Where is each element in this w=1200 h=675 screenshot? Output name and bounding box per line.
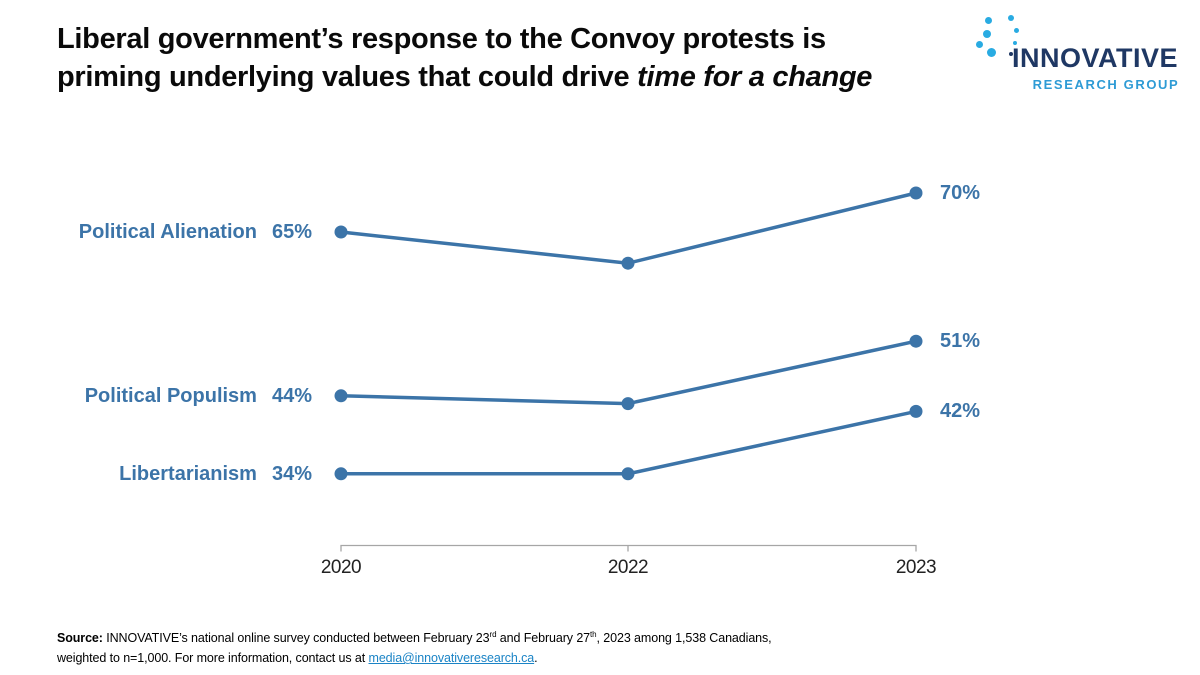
series-label-libertarianism: Libertarianism 34%: [119, 459, 312, 489]
source-superscript: th: [590, 629, 597, 639]
logo-subtitle: RESEARCH GROUP: [1032, 77, 1180, 92]
series-name: Libertarianism: [119, 463, 257, 485]
contact-email-link[interactable]: media@innovativeresearch.ca: [368, 651, 535, 665]
source-text: and February 27: [496, 631, 591, 645]
series-label-political-populism: Political Populism 44%: [85, 381, 312, 411]
data-point: [621, 256, 635, 270]
logo-dot: [983, 30, 991, 38]
x-tick-2020: 2020: [320, 557, 362, 578]
title-line-2-italic: time for a change: [637, 61, 873, 93]
series-line-1: [340, 339, 917, 406]
series-name: Political Alienation: [78, 221, 257, 243]
title-line-2-regular: priming underlying values that could dri…: [57, 61, 638, 93]
data-point: [909, 186, 923, 200]
data-point: [909, 404, 923, 418]
innovative-research-group-logo: INNOVATIVE RESEARCH GROUP: [970, 10, 1198, 98]
title-line-2: priming underlying values that could dri…: [57, 58, 957, 96]
source-text: INNOVATIVE’s national online survey cond…: [102, 631, 490, 645]
data-point: [334, 467, 348, 481]
source-text: weighted to n=1,000. For more informatio…: [57, 651, 369, 665]
series-name: Political Populism: [84, 385, 257, 407]
logo-dot: [987, 48, 996, 57]
logo-wordmark: INNOVATIVE: [1012, 43, 1179, 73]
title-line-1: Liberal government’s response to the Con…: [57, 23, 826, 55]
series-start-value: 44%: [271, 385, 312, 407]
data-point: [621, 467, 635, 481]
source-label: Source:: [57, 631, 103, 645]
logo-dot-navy: [1009, 52, 1013, 56]
series-label-political-alienation: Political Alienation 65%: [79, 217, 312, 247]
series-line-2: [341, 409, 917, 476]
end-value-political-populism: 51%: [940, 330, 981, 352]
x-tick-2023: 2023: [895, 557, 937, 578]
source-text: , 2023 among 1,538 Canadians,: [596, 631, 772, 645]
data-point: [909, 334, 923, 348]
logo-dot: [985, 17, 992, 24]
end-value-political-alienation: 70%: [940, 182, 981, 204]
logo-dot: [1014, 28, 1019, 33]
series-start-value: 65%: [271, 221, 312, 243]
source-note: Source: INNOVATIVE’s national online sur…: [57, 628, 857, 668]
series-start-value: 34%: [271, 463, 312, 485]
page-title: Liberal government’s response to the Con…: [57, 20, 957, 96]
end-value-libertarianism: 42%: [940, 400, 981, 422]
x-tick-2022: 2022: [607, 557, 649, 578]
source-superscript: rd: [489, 629, 497, 639]
source-text: .: [534, 651, 538, 665]
data-point: [334, 225, 348, 239]
data-point: [621, 397, 635, 411]
x-axis: [340, 544, 917, 552]
source-line-1: Source: INNOVATIVE’s national online sur…: [57, 628, 857, 648]
data-point: [334, 389, 348, 403]
logo-dot: [1008, 15, 1014, 21]
logo-dot: [1013, 41, 1017, 45]
series-line-0: [340, 191, 917, 265]
logo-dot: [976, 41, 983, 48]
source-line-2: weighted to n=1,000. For more informatio…: [57, 648, 857, 668]
